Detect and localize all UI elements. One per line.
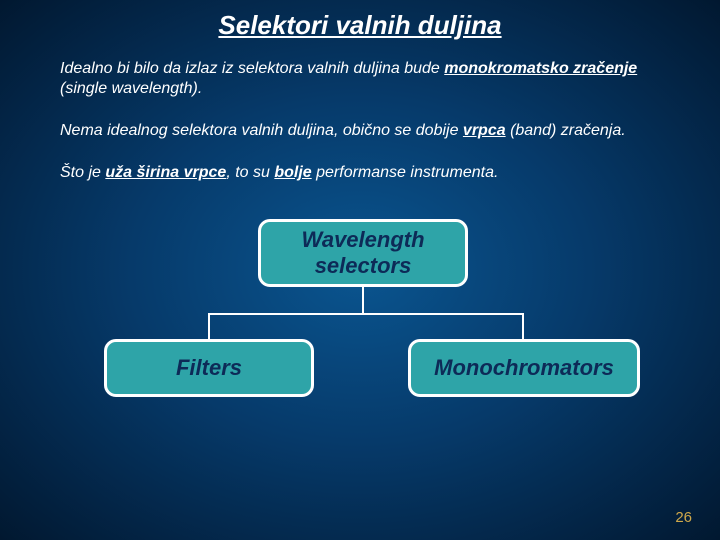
node-monochromators: Monochromators: [408, 339, 640, 397]
connector-to-right: [522, 313, 524, 339]
node-filters: Filters: [104, 339, 314, 397]
node-root-line2: selectors: [315, 253, 412, 278]
connector-h-bar: [208, 313, 524, 315]
node-root-line1: Wavelength: [301, 227, 424, 252]
p2-text-1: Nema idealnog selektora valnih duljina, …: [60, 122, 463, 139]
p1-underline-1: monokromatsko zračenje: [444, 60, 637, 77]
paragraph-3: Što je uža širina vrpce, to su bolje per…: [0, 163, 720, 183]
p1-text-1: Idealno bi bilo da izlaz iz selektora va…: [60, 60, 444, 77]
p3-text-2: , to su: [226, 164, 274, 181]
tree-diagram: Wavelength selectors Filters Monochromat…: [0, 211, 720, 421]
p2-text-2: (band) zračenja.: [506, 122, 626, 139]
paragraph-2: Nema idealnog selektora valnih duljina, …: [0, 121, 720, 141]
p1-text-2: (single wavelength).: [60, 80, 202, 97]
slide-title: Selektori valnih duljina: [0, 0, 720, 41]
p3-text-1: Što je: [60, 164, 105, 181]
node-filters-label: Filters: [176, 355, 242, 381]
p3-text-3: performanse instrumenta.: [312, 164, 499, 181]
node-root-label: Wavelength selectors: [301, 227, 424, 279]
connector-root-down: [362, 287, 364, 313]
node-root: Wavelength selectors: [258, 219, 468, 287]
connector-to-left: [208, 313, 210, 339]
p2-underline-1: vrpca: [463, 122, 506, 139]
p3-underline-2: bolje: [274, 164, 311, 181]
node-monochromators-label: Monochromators: [434, 355, 614, 381]
p3-underline-1: uža širina vrpce: [105, 164, 226, 181]
paragraph-1: Idealno bi bilo da izlaz iz selektora va…: [0, 59, 720, 99]
slide-number: 26: [675, 509, 692, 526]
